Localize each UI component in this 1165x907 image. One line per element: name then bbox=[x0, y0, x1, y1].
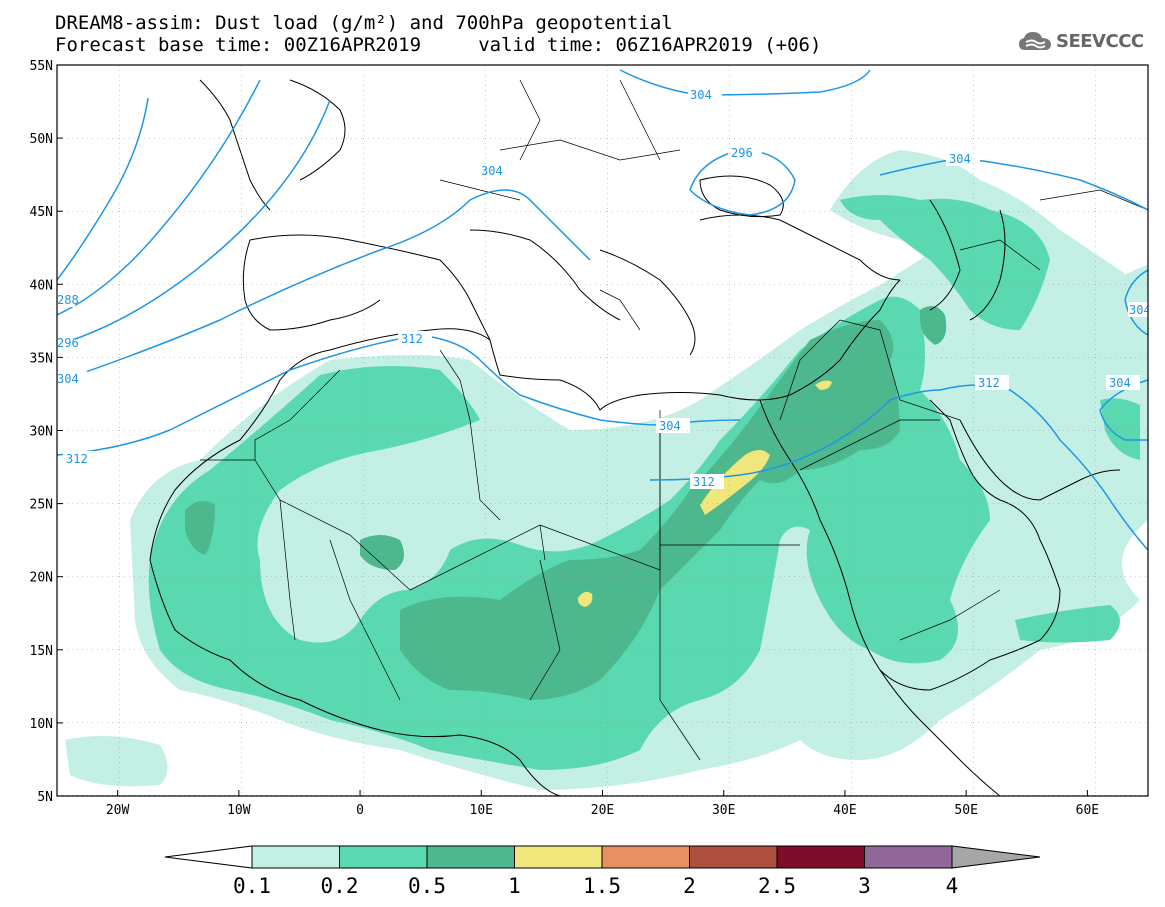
colorbar-level-label: 2 bbox=[683, 874, 696, 898]
colorbar-level-label: 0.2 bbox=[321, 874, 359, 898]
lon-tick-label: 40E bbox=[833, 803, 856, 818]
colorbar-level-label: 0.1 bbox=[233, 874, 271, 898]
colorbar-swatch bbox=[601, 845, 690, 869]
lat-tick-label: 40N bbox=[30, 278, 53, 293]
colorbar-swatch bbox=[251, 845, 340, 869]
lat-tick-label: 5N bbox=[37, 790, 53, 805]
lon-tick-label: 60E bbox=[1076, 803, 1099, 818]
lat-tick-label: 20N bbox=[30, 571, 53, 586]
colorbar-level-label: 0.5 bbox=[408, 874, 446, 898]
colorbar-over-triangle bbox=[951, 845, 1041, 869]
lat-tick-label: 10N bbox=[30, 717, 53, 732]
colorbar-level-label: 1 bbox=[508, 874, 521, 898]
lon-tick-label: 20E bbox=[591, 803, 614, 818]
colorbar-swatch bbox=[339, 845, 428, 869]
lat-tick-label: 50N bbox=[30, 132, 53, 147]
colorbar-level-label: 4 bbox=[946, 874, 959, 898]
logo-text: SEEVCCC bbox=[1056, 30, 1144, 52]
cloud-icon bbox=[1019, 32, 1051, 50]
colorbar-level-label: 1.5 bbox=[583, 874, 621, 898]
lon-tick-label: 10E bbox=[470, 803, 493, 818]
map-title-line2: Forecast base time: 00Z16APR2019 valid t… bbox=[55, 34, 822, 56]
lat-tick-label: 30N bbox=[30, 425, 53, 440]
map-title-line1: DREAM8-assim: Dust load (g/m²) and 700hP… bbox=[55, 12, 673, 34]
colorbar-swatch bbox=[514, 845, 603, 869]
colorbar-swatch bbox=[864, 845, 953, 869]
lat-tick-label: 35N bbox=[30, 351, 53, 366]
lon-tick-label: 50E bbox=[954, 803, 977, 818]
colorbar-swatch bbox=[776, 845, 865, 869]
lon-tick-label: 10W bbox=[227, 803, 251, 818]
lat-tick-label: 25N bbox=[30, 498, 53, 513]
plot-area: 304 296 304 304 288 296 304 312 312 304 … bbox=[57, 65, 1148, 796]
colorbar-swatch bbox=[426, 845, 515, 869]
colorbar-under-triangle bbox=[164, 845, 253, 869]
lat-tick-label: 15N bbox=[30, 644, 53, 659]
colorbar-level-label: 3 bbox=[858, 874, 871, 898]
lat-tick-label: 45N bbox=[30, 205, 53, 220]
colorbar-level-label: 2.5 bbox=[758, 874, 796, 898]
lon-tick-label: 20W bbox=[106, 803, 130, 818]
lat-tick-label: 55N bbox=[30, 59, 53, 74]
latitude-axis: 55N 50N 45N 40N 35N 30N 25N 20N 15N 10N 5N bbox=[30, 59, 63, 805]
colorbar-swatch bbox=[689, 845, 778, 869]
lon-tick-label: 30E bbox=[712, 803, 735, 818]
colorbar: 0.1 0.2 0.5 1 1.5 2 2.5 3 4 bbox=[164, 845, 1041, 898]
longitude-axis: 20W 10W 0 10E 20E 30E 40E 50E 60E bbox=[106, 790, 1099, 818]
seevccc-logo: SEEVCCC bbox=[1018, 30, 1144, 52]
lon-tick-label: 0 bbox=[356, 803, 364, 818]
